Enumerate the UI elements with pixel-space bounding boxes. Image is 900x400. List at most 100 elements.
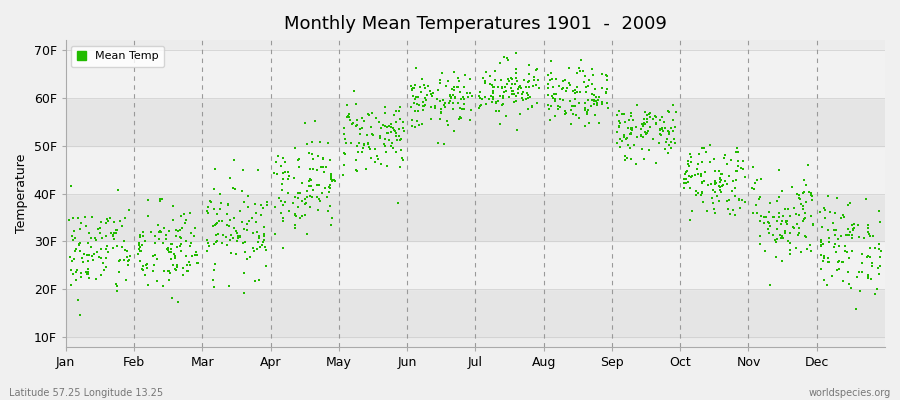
Point bbox=[188, 252, 202, 258]
Point bbox=[584, 102, 598, 109]
Point bbox=[861, 253, 876, 260]
Point bbox=[555, 96, 570, 103]
Point bbox=[68, 235, 82, 242]
Point bbox=[680, 178, 695, 185]
Point bbox=[224, 249, 238, 256]
Point bbox=[569, 112, 583, 118]
Point bbox=[872, 271, 886, 277]
Point bbox=[523, 94, 537, 101]
Point bbox=[722, 197, 736, 204]
Point bbox=[289, 213, 303, 220]
Point bbox=[107, 230, 122, 236]
Point bbox=[143, 229, 157, 235]
Point bbox=[634, 132, 648, 139]
Point bbox=[200, 237, 214, 243]
Point bbox=[392, 133, 406, 139]
Point bbox=[408, 124, 422, 131]
Point bbox=[68, 246, 83, 252]
Point bbox=[620, 142, 634, 148]
Point bbox=[613, 120, 627, 127]
Point bbox=[835, 278, 850, 284]
Point bbox=[486, 84, 500, 90]
Point bbox=[168, 267, 183, 274]
Point bbox=[521, 79, 535, 85]
Point bbox=[409, 65, 423, 71]
Point bbox=[629, 124, 643, 130]
Point bbox=[131, 250, 146, 257]
Point bbox=[547, 96, 562, 102]
Point bbox=[342, 114, 356, 121]
Point bbox=[353, 126, 367, 132]
Point bbox=[474, 102, 489, 108]
Point bbox=[393, 137, 408, 144]
Point bbox=[782, 247, 796, 254]
Point bbox=[831, 259, 845, 265]
Point bbox=[428, 103, 442, 109]
Point bbox=[580, 97, 595, 103]
Point bbox=[256, 231, 271, 238]
Point bbox=[368, 146, 382, 152]
Point bbox=[511, 84, 526, 90]
Point bbox=[548, 98, 562, 104]
Point bbox=[246, 245, 260, 251]
Point bbox=[93, 229, 107, 236]
Point bbox=[570, 89, 584, 95]
Point bbox=[238, 249, 252, 255]
Point bbox=[519, 90, 534, 97]
Point bbox=[274, 163, 288, 169]
Point bbox=[364, 110, 379, 116]
Point bbox=[100, 243, 114, 249]
Point bbox=[380, 163, 394, 169]
Point bbox=[94, 224, 108, 231]
Point bbox=[223, 237, 238, 243]
Point bbox=[415, 76, 429, 82]
Point bbox=[798, 182, 813, 188]
Point bbox=[566, 110, 580, 117]
Point bbox=[254, 212, 268, 219]
Point bbox=[586, 72, 600, 79]
Point bbox=[544, 102, 559, 109]
Point bbox=[845, 248, 859, 254]
Point bbox=[76, 259, 90, 265]
Point bbox=[384, 140, 399, 146]
Point bbox=[346, 121, 360, 127]
Point bbox=[181, 268, 195, 274]
Point bbox=[873, 219, 887, 225]
Point bbox=[396, 128, 410, 134]
Point bbox=[236, 240, 250, 246]
Point bbox=[152, 198, 166, 204]
Point bbox=[200, 208, 214, 214]
Point bbox=[792, 195, 806, 201]
Point bbox=[340, 113, 355, 119]
Point bbox=[738, 174, 752, 180]
Point bbox=[452, 116, 466, 122]
Point bbox=[133, 248, 148, 254]
Point bbox=[868, 290, 883, 297]
Point bbox=[842, 232, 856, 238]
Point bbox=[339, 140, 354, 146]
Point bbox=[209, 232, 223, 238]
Point bbox=[406, 92, 420, 99]
Point bbox=[310, 194, 324, 200]
Point bbox=[133, 244, 148, 250]
Point bbox=[486, 88, 500, 94]
Point bbox=[184, 253, 199, 260]
Point bbox=[70, 215, 85, 222]
Point bbox=[609, 129, 624, 135]
Point bbox=[173, 226, 187, 233]
Point bbox=[625, 125, 639, 132]
Point bbox=[680, 180, 694, 186]
Point bbox=[292, 164, 307, 170]
Point bbox=[503, 75, 517, 81]
Point bbox=[377, 143, 392, 149]
Point bbox=[616, 110, 630, 117]
Point bbox=[698, 169, 712, 175]
Point bbox=[766, 214, 780, 221]
Point bbox=[546, 91, 561, 97]
Point bbox=[546, 84, 561, 90]
Point bbox=[640, 112, 654, 118]
Point bbox=[447, 69, 462, 76]
Point bbox=[677, 185, 691, 192]
Point bbox=[841, 269, 855, 276]
Point bbox=[572, 68, 587, 74]
